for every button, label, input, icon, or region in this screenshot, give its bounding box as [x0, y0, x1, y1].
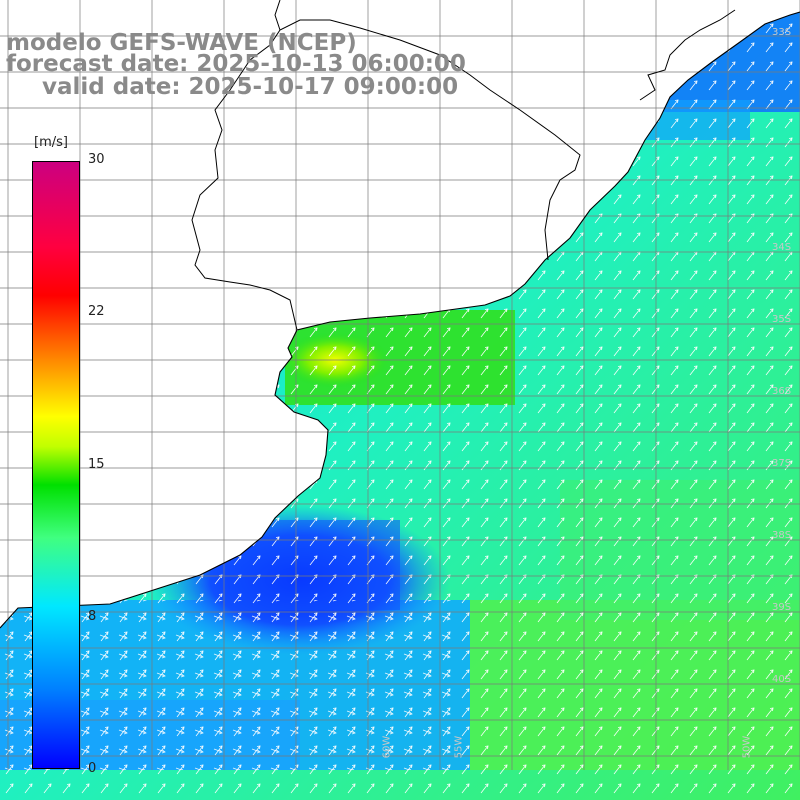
border-line: [274, 0, 281, 31]
lat-label: 35S: [772, 314, 792, 325]
lat-label: 39S: [772, 602, 792, 613]
lon-label: 60W: [381, 735, 393, 759]
colorbar-tick-8: 8: [88, 609, 97, 624]
colorbar-tick-0: 0: [88, 761, 97, 776]
lon-label: 55W: [453, 735, 465, 759]
coastline: [0, 11, 800, 629]
colorbar-tick-30: 30: [88, 152, 105, 167]
border-line: [639, 9, 736, 101]
colorbar: [32, 161, 80, 769]
lat-lon-grid: [0, 0, 800, 770]
border-line: [329, 19, 581, 261]
lat-label: 38S: [772, 530, 792, 541]
lat-label: 33S: [772, 27, 792, 38]
lat-label: 37S: [772, 458, 792, 469]
lat-label: 36S: [772, 386, 792, 397]
border-line: [191, 19, 330, 331]
lon-label: 50W: [741, 735, 753, 759]
colorbar-tick-15: 15: [88, 457, 105, 472]
colorbar-unit: [m/s]: [34, 135, 68, 150]
title-model: modelo GEFS-WAVE (NCEP): [6, 30, 357, 56]
lat-label: 40S: [772, 674, 792, 685]
title-valid-date: valid date: 2025-10-17 09:00:00: [42, 74, 459, 100]
lat-label: 34S: [772, 242, 792, 253]
title-forecast-date: forecast date: 2025-10-13 06:00:00: [6, 51, 466, 77]
colorbar-tick-22: 22: [88, 304, 105, 319]
